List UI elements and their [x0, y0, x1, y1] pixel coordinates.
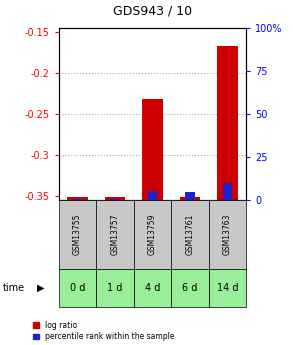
Text: GSM13757: GSM13757	[110, 214, 119, 255]
Bar	[209, 200, 246, 269]
Bar	[171, 269, 209, 307]
Bar	[105, 197, 125, 200]
Bar	[217, 47, 238, 200]
Text: GDS943 / 10: GDS943 / 10	[113, 4, 192, 17]
Text: 14 d: 14 d	[217, 283, 238, 293]
Bar	[67, 197, 88, 200]
Text: 1 d: 1 d	[107, 283, 122, 293]
Bar	[110, 199, 120, 200]
Bar	[185, 192, 195, 200]
Bar	[73, 199, 82, 200]
Bar	[171, 200, 209, 269]
Text: ▶: ▶	[37, 283, 45, 293]
Bar	[180, 197, 200, 200]
Text: GSM13763: GSM13763	[223, 214, 232, 255]
Legend: log ratio, percentile rank within the sample: log ratio, percentile rank within the sa…	[33, 321, 175, 341]
Bar	[134, 200, 171, 269]
Bar	[209, 269, 246, 307]
Bar	[142, 99, 163, 200]
Text: GSM13755: GSM13755	[73, 214, 82, 255]
Bar	[148, 191, 157, 200]
Bar	[96, 200, 134, 269]
Bar	[96, 269, 134, 307]
Bar	[59, 200, 96, 269]
Text: 4 d: 4 d	[145, 283, 160, 293]
Bar	[134, 269, 171, 307]
Text: GSM13759: GSM13759	[148, 214, 157, 255]
Text: 0 d: 0 d	[70, 283, 85, 293]
Bar	[223, 183, 232, 200]
Text: GSM13761: GSM13761	[185, 214, 194, 255]
Text: 6 d: 6 d	[182, 283, 197, 293]
Bar	[59, 269, 96, 307]
Text: time: time	[3, 283, 25, 293]
